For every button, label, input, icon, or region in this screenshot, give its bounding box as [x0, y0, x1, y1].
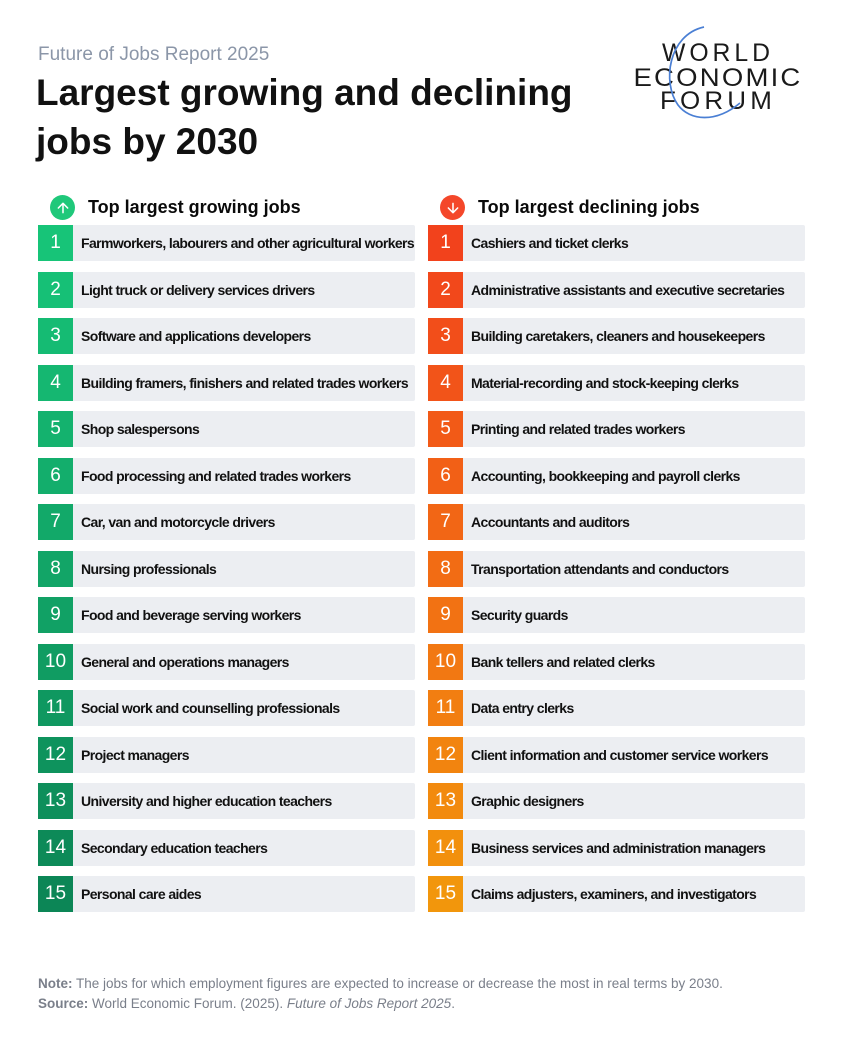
svg-text:FORUM: FORUM — [660, 87, 776, 115]
